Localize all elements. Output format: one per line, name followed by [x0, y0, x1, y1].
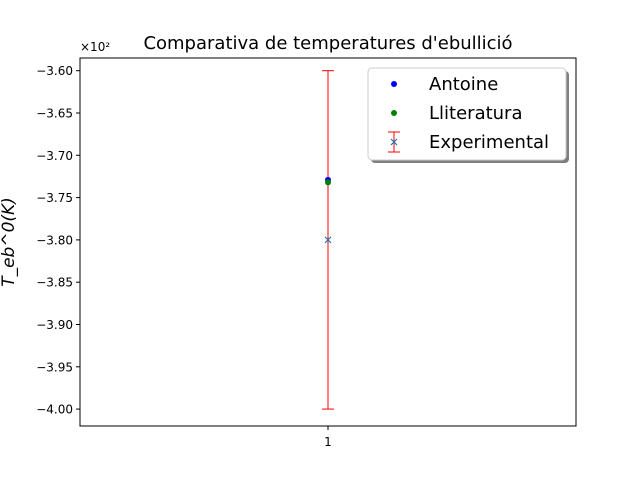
legend-box [367, 67, 567, 161]
y-tick-label: −3.90 [36, 318, 73, 332]
legend-label-antoine: Antoine [429, 74, 498, 95]
legend-marker-experimental [390, 138, 398, 146]
plot-area: −3.60 −3.65 −3.70 −3.75 −3.80 −3.85 −3.90 −3.95… [36, 57, 577, 449]
legend-marker-antoine [391, 81, 397, 87]
y-tick-label: −3.80 [36, 233, 73, 247]
y-tick-label: −3.70 [36, 149, 73, 163]
legend-label-lliteratura: Lliteratura [429, 103, 523, 124]
point-lliteratura [325, 179, 331, 186]
y-tick-label: −3.60 [36, 64, 73, 78]
legend-marker-experimental-stroke [390, 138, 398, 146]
y-tick-label: −3.95 [36, 360, 73, 374]
point-experimental-stroke [324, 236, 332, 244]
chart-title: Comparativa de temperatures d'ebullició [143, 33, 512, 54]
y-offset-label: ×10² [80, 40, 110, 54]
legend: Antoine Lliteratura Experimental [367, 67, 569, 163]
y-axis-label-text: T_eb^0(K) [0, 197, 19, 287]
x-tick-label: 1 [324, 435, 332, 449]
y-tick-label: −4.00 [36, 403, 73, 417]
legend-marker-lliteratura [391, 110, 397, 116]
y-tick-label: −3.75 [36, 191, 73, 205]
point-experimental [324, 236, 332, 244]
y-axis-label: T_eb^0(K) [0, 197, 19, 287]
legend-label-experimental: Experimental [429, 132, 549, 153]
y-tick-label: −3.85 [36, 276, 73, 290]
y-tick-label: −3.65 [36, 106, 73, 120]
